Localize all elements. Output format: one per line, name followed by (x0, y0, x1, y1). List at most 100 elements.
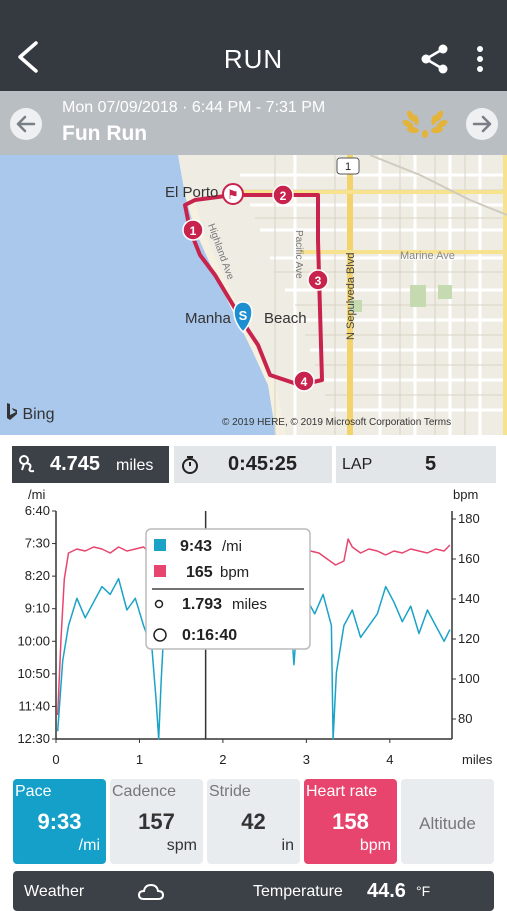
pace-tick-label: 10:50 (17, 666, 50, 681)
tooltip-distance-icon (154, 599, 164, 609)
duration-value: 0:45:25 (228, 453, 297, 475)
tile-pace[interactable]: Pace 9:33 /mi (13, 779, 106, 864)
tooltip-hr-unit: bpm (220, 564, 249, 581)
lap-label: LAP (342, 456, 373, 473)
tile-cadence-unit: spm (166, 837, 197, 854)
map-label-manhattan: Manha (185, 310, 232, 327)
map-copyright: © 2019 HERE, © 2019 Microsoft Corporatio… (222, 417, 452, 428)
tooltip-time-value: 0:16:40 (182, 627, 237, 644)
back-arrow-icon[interactable] (14, 40, 44, 74)
route-marker-4: 4 (301, 375, 308, 389)
temperature-value: 44.6 (367, 880, 406, 902)
lap-value: 5 (425, 453, 437, 475)
pace-tick-label: 6:40 (25, 503, 50, 518)
x-axis-unit: miles (462, 752, 493, 767)
tile-heart-rate-label: Heart rate (306, 783, 378, 800)
distance-unit: miles (116, 457, 154, 474)
cloud-icon (138, 883, 164, 900)
hr-tick-label: 120 (458, 631, 480, 646)
tooltip-distance-unit: miles (232, 596, 267, 613)
route-marker-2: 2 (280, 189, 287, 203)
chart-canvas: /mi bpm miles 6:40 7:30 8:20 9:10 10:00 10:50 11:… (17, 487, 493, 767)
start-marker: S (239, 308, 248, 323)
weather-bar[interactable]: Weather Temperature 44.6 °F (13, 871, 494, 911)
left-axis-unit: /mi (28, 487, 45, 502)
tile-altitude[interactable]: Altitude (401, 779, 494, 864)
route-marker-3: 3 (315, 274, 322, 288)
x-tick-label: 0 (52, 752, 59, 767)
tile-stride-unit: in (281, 837, 294, 854)
tooltip-stopwatch-icon (153, 628, 167, 642)
arrow-right-icon (472, 115, 492, 133)
tile-stride-value: 42 (241, 809, 266, 834)
tile-altitude-label: Altitude (419, 814, 476, 833)
temperature-unit: °F (416, 883, 431, 899)
arrow-left-icon (16, 115, 36, 133)
hr-tick-label: 180 (458, 511, 480, 526)
tooltip-distance-value: 1.793 (182, 596, 222, 613)
top-bar: RUN (0, 0, 507, 91)
tile-cadence-value: 157 (138, 809, 175, 834)
tooltip-hr-value: 165 (186, 564, 213, 581)
tile-heart-rate[interactable]: Heart rate 158 bpm (304, 779, 397, 864)
map-label-sepulveda: N Sepulveda Blvd (345, 253, 357, 340)
route-marker-1: 1 (190, 224, 197, 238)
activity-date: Mon 07/09/2018 · 6:44 PM - 7:31 PM (62, 99, 326, 116)
map-label-beach: Beach (264, 310, 307, 327)
tile-cadence[interactable]: Cadence 157 spm (110, 779, 203, 864)
bing-icon (7, 403, 17, 420)
pace-tick-label: 12:30 (17, 731, 50, 746)
stopwatch-icon (182, 456, 198, 474)
bing-label: Bing (22, 406, 55, 423)
tooltip-pace-swatch (154, 539, 166, 551)
pace-tick-label: 9:10 (25, 601, 50, 616)
hr-tick-label: 100 (458, 671, 480, 686)
weather-label: Weather (24, 883, 85, 900)
next-activity-button[interactable] (466, 108, 498, 140)
x-tick-label: 1 (136, 752, 143, 767)
svg-text:⚑: ⚑ (227, 188, 239, 203)
tile-heart-rate-unit: bpm (359, 837, 391, 854)
right-axis-unit: bpm (453, 487, 478, 502)
distance-value: 4.745 (50, 453, 101, 475)
activity-name: Fun Run (62, 122, 148, 145)
page-title: RUN (223, 44, 284, 74)
pace-tick-label: 11:40 (18, 698, 50, 713)
laurel-award-icon (402, 110, 448, 138)
hr-tick-label: 80 (458, 711, 472, 726)
lap-stat[interactable]: LAP 5 (336, 446, 496, 483)
tile-stride-label: Stride (209, 783, 251, 800)
tile-heart-rate-value: 158 (332, 809, 369, 834)
bing-logo: Bing (6, 403, 54, 424)
tooltip-pace-value: 9:43 (180, 538, 212, 555)
pace-tick-label: 10:00 (17, 633, 50, 648)
activity-header: Mon 07/09/2018 · 6:44 PM - 7:31 PM Fun R… (0, 91, 507, 155)
route-map[interactable]: ⚑ 1 2 3 4 El Porto Manha Beach Marine Av… (0, 155, 507, 435)
temperature-label: Temperature (253, 883, 343, 900)
map-label-el-porto: El Porto (165, 184, 218, 201)
map-label-pacific-ave: Pacific Ave (293, 230, 304, 279)
tile-pace-label: Pace (15, 783, 52, 800)
x-tick-label: 3 (303, 752, 310, 767)
map-label-marine-ave: Marine Ave (400, 250, 455, 262)
hr-tick-label: 140 (458, 591, 480, 606)
tile-pace-unit: /mi (78, 837, 100, 854)
route-1-shield: 1 (345, 161, 351, 173)
pace-tick-label: 7:30 (25, 536, 50, 551)
metric-tiles: Pace 9:33 /mi Cadence 157 spm Stride 42 … (0, 779, 507, 864)
previous-activity-button[interactable] (10, 108, 42, 140)
hr-tick-label: 160 (458, 551, 480, 566)
x-tick-label: 4 (386, 752, 393, 767)
share-icon[interactable] (420, 44, 450, 74)
route-distance-icon (19, 455, 35, 473)
tile-pace-value: 9:33 (37, 809, 82, 834)
more-options-icon[interactable] (470, 44, 490, 74)
tile-stride[interactable]: Stride 42 in (207, 779, 300, 864)
distance-stat[interactable]: 4.745 miles (12, 446, 169, 483)
pace-heart-rate-chart[interactable]: /mi bpm miles 6:40 7:30 8:20 9:10 10:00 10:50 11:… (0, 486, 507, 770)
map-canvas: ⚑ 1 2 3 4 El Porto Manha Beach Marine Av… (0, 155, 507, 435)
duration-stat[interactable]: 0:45:25 (174, 446, 332, 483)
x-tick-label: 2 (219, 752, 226, 767)
tooltip-pace-unit: /mi (222, 538, 242, 555)
pace-tick-label: 8:20 (25, 568, 50, 583)
